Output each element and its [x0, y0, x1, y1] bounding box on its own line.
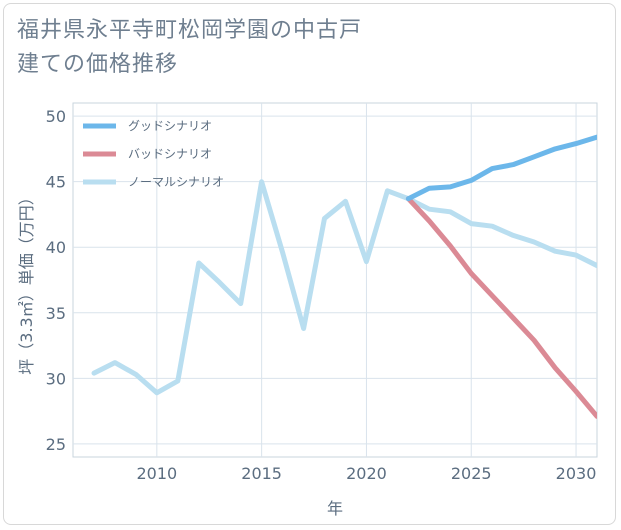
x-axis-label: 年 — [327, 499, 343, 518]
y-axis-label: 坪（3.3㎡）単価（万円） — [17, 189, 36, 374]
legend-label: ノーマルシナリオ — [128, 175, 224, 189]
series-line-1 — [405, 196, 597, 419]
y-tick-label: 25 — [46, 435, 66, 454]
x-tick-label: 2025 — [451, 464, 492, 483]
x-tick-label: 2020 — [346, 464, 387, 483]
x-tick-label: 2010 — [136, 464, 177, 483]
grid-lines — [73, 103, 597, 457]
series-line-2 — [91, 179, 597, 396]
plot-area — [72, 102, 598, 458]
series-line-0 — [405, 134, 597, 202]
series-lines — [91, 134, 597, 419]
y-tick-label: 30 — [46, 369, 66, 388]
y-tick-label: 50 — [46, 107, 66, 126]
y-tick-label: 45 — [46, 173, 66, 192]
legend-label: バッドシナリオ — [128, 147, 212, 161]
x-tick-label: 2030 — [556, 464, 597, 483]
x-tick-labels: 2010 2015 2020 2025 2030 — [136, 464, 596, 483]
legend-label: グッドシナリオ — [128, 119, 212, 133]
x-tick-label: 2015 — [241, 464, 282, 483]
y-tick-label: 40 — [46, 238, 66, 257]
y-tick-label: 35 — [46, 304, 66, 323]
chart-title: 福井県永平寺町松岡学園の中古戸建ての価格推移 — [17, 18, 363, 77]
y-tick-labels: 25 30 35 40 45 50 — [46, 107, 66, 454]
